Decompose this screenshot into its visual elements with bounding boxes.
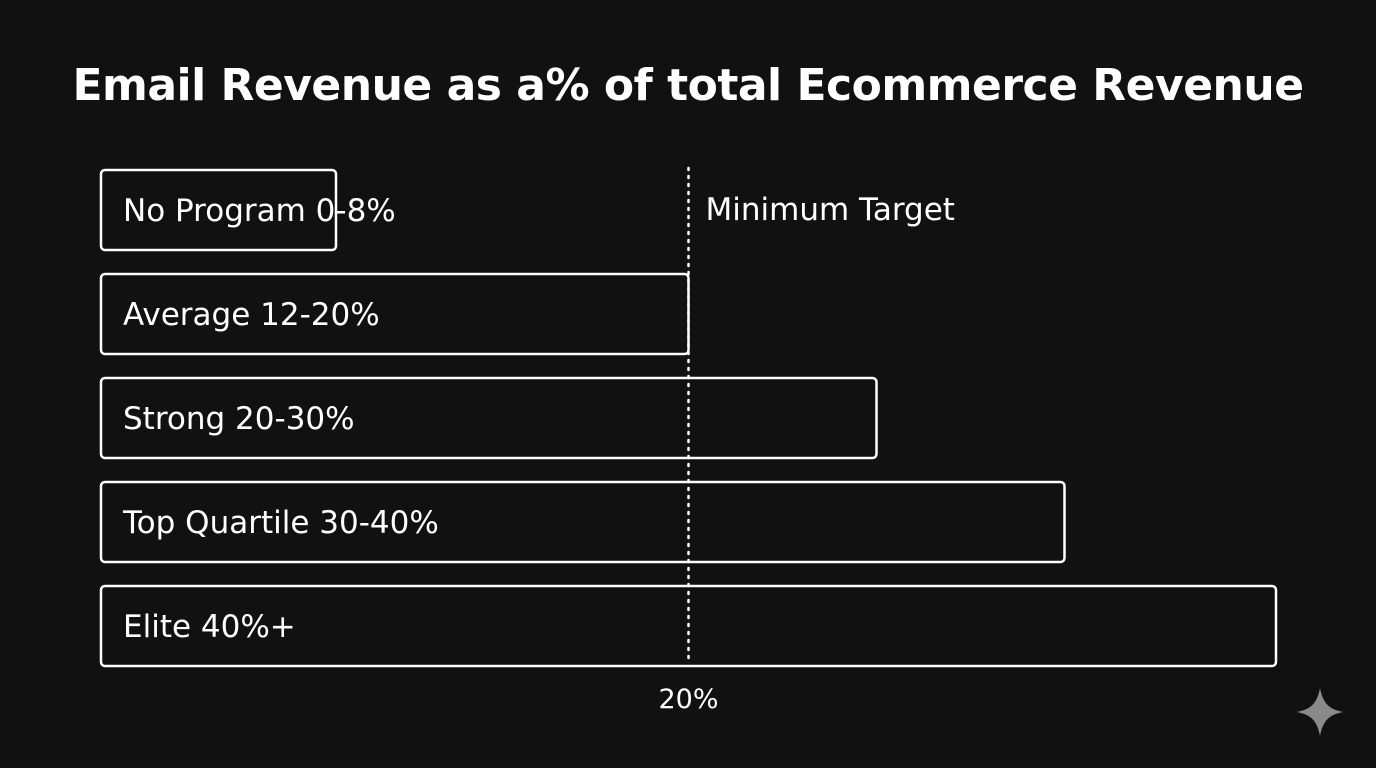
chart-title: Email Revenue as a% of total Ecommerce R… <box>72 60 1304 111</box>
bar-label: Top Quartile 30-40% <box>122 505 439 541</box>
bar-category-label: Strong <box>123 401 225 437</box>
bar-range-label: 20-30% <box>225 401 354 437</box>
bar-category-label: Top Quartile <box>122 505 309 541</box>
bar-label: Average 12-20% <box>123 297 380 333</box>
bar-category-label: Elite <box>123 609 191 645</box>
bar-range-label: 30-40% <box>309 505 438 541</box>
bar <box>99 480 1066 564</box>
bars-group: No Program 0-8% Average 12-20% Strong 20-3… <box>99 168 1278 668</box>
bar-category-label: Average <box>123 297 250 333</box>
bar <box>99 376 878 460</box>
bar-label: Strong 20-30% <box>123 401 355 437</box>
bar-label: Elite 40%+ <box>123 609 296 645</box>
bar-range-label: 0-8% <box>306 193 396 229</box>
bar-range-label: 12-20% <box>250 297 379 333</box>
sparkle-icon <box>1296 688 1344 736</box>
bar <box>99 168 338 252</box>
bar-label: No Program 0-8% <box>123 193 396 229</box>
bar-range-label: 40%+ <box>191 609 296 645</box>
reference-tick-label: 20% <box>658 684 718 715</box>
bar-category-label: No Program <box>123 193 306 229</box>
minimum-target-label: Minimum Target <box>706 192 955 228</box>
